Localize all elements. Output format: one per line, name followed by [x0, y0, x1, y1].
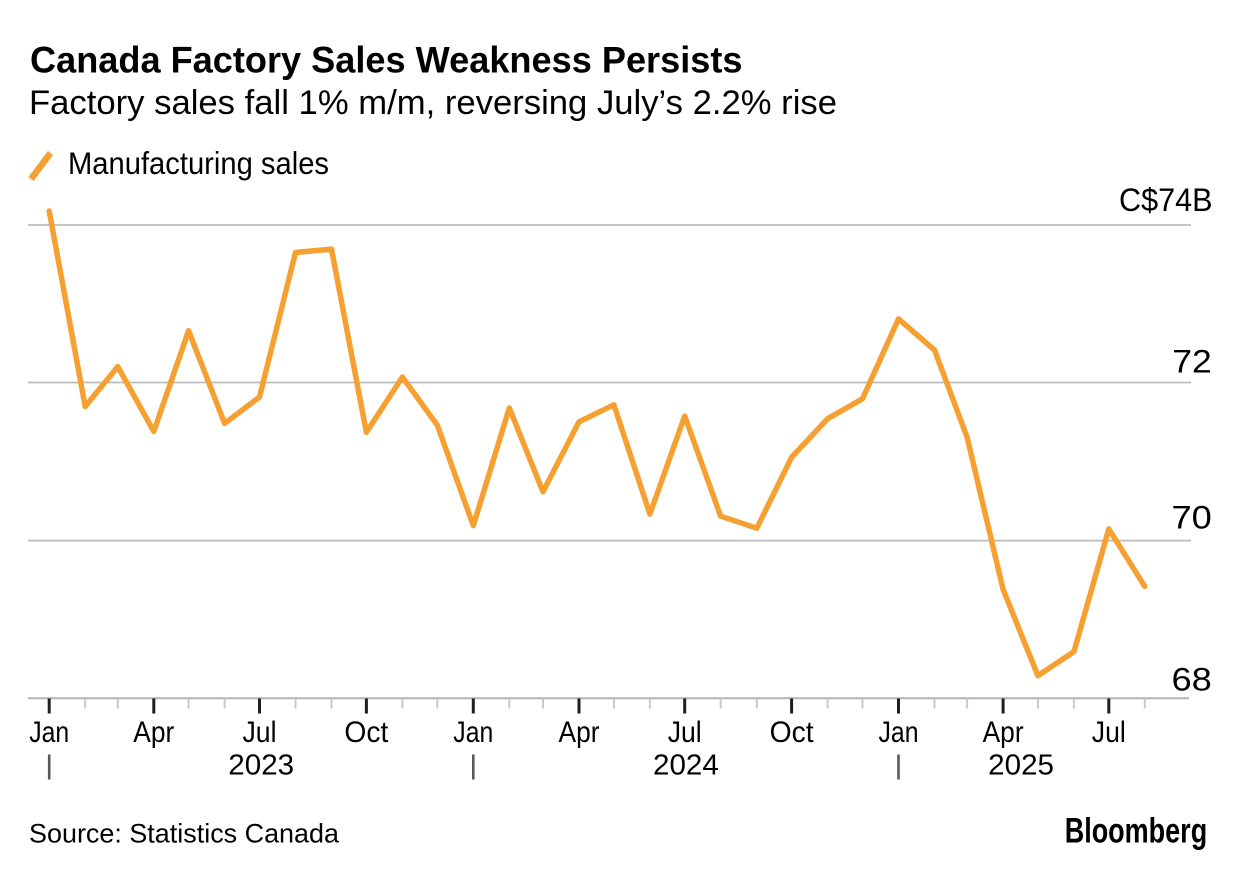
svg-text:C$74B: C$74B	[1119, 182, 1213, 218]
svg-text:Jul: Jul	[1092, 716, 1126, 749]
svg-text:2024: 2024	[653, 749, 719, 781]
svg-text:70: 70	[1172, 499, 1212, 535]
svg-text:2025: 2025	[988, 749, 1054, 781]
svg-text:Jan: Jan	[29, 716, 69, 749]
svg-text:Factory sales fall 1% m/m, rev: Factory sales fall 1% m/m, reversing Jul…	[29, 84, 837, 122]
svg-text:Bloomberg: Bloomberg	[1065, 811, 1208, 850]
svg-text:Apr: Apr	[559, 716, 600, 749]
svg-text:72: 72	[1172, 343, 1212, 379]
svg-text:Jul: Jul	[243, 716, 277, 749]
svg-text:Apr: Apr	[133, 716, 174, 749]
svg-text:Jul: Jul	[668, 716, 702, 749]
svg-text:Oct: Oct	[344, 716, 389, 749]
svg-text:68: 68	[1172, 661, 1212, 697]
svg-text:Oct: Oct	[770, 716, 815, 749]
svg-text:2023: 2023	[228, 749, 294, 781]
svg-text:Jan: Jan	[453, 716, 493, 749]
svg-text:Apr: Apr	[983, 716, 1024, 749]
svg-text:Jan: Jan	[879, 716, 919, 749]
svg-text:Canada Factory Sales Weakness: Canada Factory Sales Weakness Persists	[30, 40, 743, 81]
svg-text:Manufacturing sales: Manufacturing sales	[68, 145, 329, 181]
svg-text:Source: Statistics Canada: Source: Statistics Canada	[29, 818, 339, 848]
